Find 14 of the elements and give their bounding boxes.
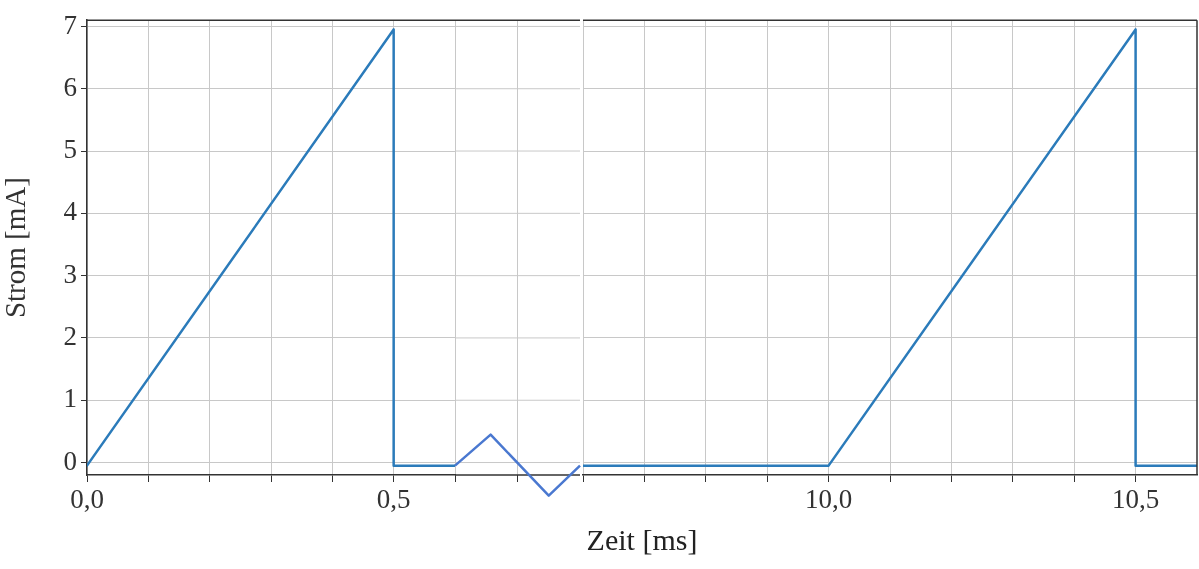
- y-tick-label: 1: [63, 383, 77, 414]
- y-tick-label: 7: [63, 9, 77, 40]
- x-tick-label: 0,0: [70, 484, 104, 515]
- y-tick-label: 2: [63, 321, 77, 352]
- y-tick-label: 6: [63, 71, 77, 102]
- y-axis-title: Strom [mA]: [0, 177, 32, 319]
- x-tick-label: 0,5: [376, 484, 411, 515]
- y-tick-label: 3: [63, 258, 77, 289]
- y-tick-label: 0: [63, 445, 77, 476]
- y-tick-label: 5: [63, 134, 77, 165]
- x-axis-title: Zeit [ms]: [585, 523, 699, 557]
- x-tick-label: 10,0: [804, 484, 853, 515]
- y-tick-label: 4: [63, 196, 78, 227]
- x-tick-label: 10,5: [1111, 484, 1160, 515]
